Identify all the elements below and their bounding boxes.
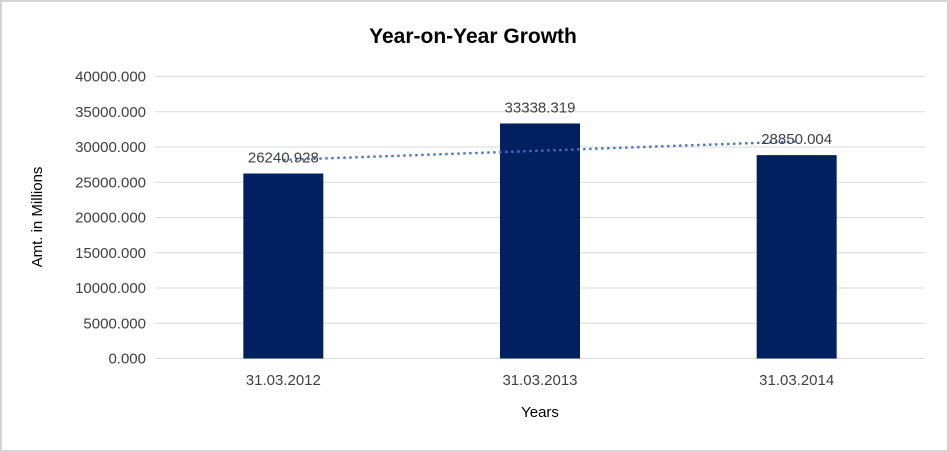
trendline-group: [283, 140, 797, 162]
y-tick-label: 30000.000: [75, 139, 146, 156]
y-axis-tick-labels: 0.000 5000.000 10000.000 15000.000 20000.000…: [75, 69, 146, 368]
bar-data-label: 28850.004: [761, 131, 832, 148]
bar: [756, 155, 837, 359]
y-axis-title: Amt. in Millions: [29, 167, 46, 268]
bar: [243, 173, 324, 359]
x-axis-tick-labels: 31.03.2012 31.03.2013 31.03.2014: [246, 372, 834, 389]
x-tick-label: 31.03.2013: [502, 372, 577, 389]
y-tick-label: 25000.000: [75, 174, 146, 191]
data-labels-group: 26240.928 33338.319 28850.004: [248, 99, 832, 166]
y-tick-label: 0.000: [108, 351, 146, 368]
x-axis-title: Years: [521, 404, 559, 421]
bar-data-label: 26240.928: [248, 150, 319, 167]
chart-title: Year-on-Year Growth: [369, 25, 577, 48]
y-tick-label: 35000.000: [75, 104, 146, 121]
x-tick-label: 31.03.2014: [759, 372, 834, 389]
bars-group: [243, 123, 837, 359]
bar-data-label: 33338.319: [505, 99, 576, 116]
bar: [500, 123, 580, 359]
y-tick-label: 10000.000: [75, 280, 146, 297]
y-tick-label: 20000.000: [75, 210, 146, 227]
trendline: [283, 140, 797, 162]
y-tick-label: 40000.000: [75, 69, 146, 86]
y-tick-label: 5000.000: [83, 315, 146, 332]
y-tick-label: 15000.000: [75, 245, 146, 262]
x-tick-label: 31.03.2012: [246, 372, 321, 389]
